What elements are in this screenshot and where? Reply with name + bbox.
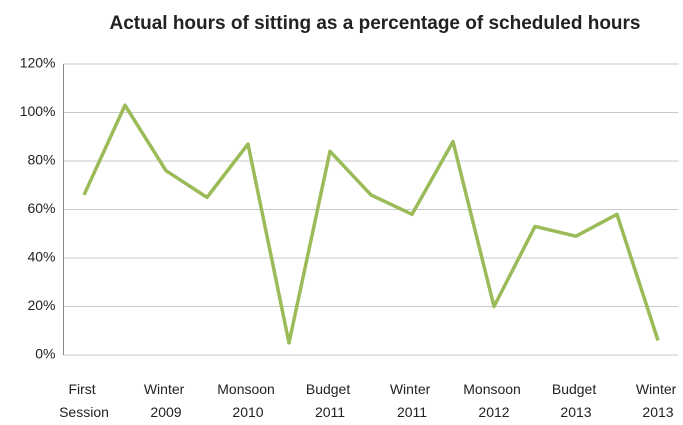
chart-title: Actual hours of sitting as a percentage … — [109, 13, 640, 34]
y-tick-label: 0% — [35, 346, 55, 362]
y-tick-label: 100% — [20, 103, 56, 119]
x-tick-label: Monsoon 2012 — [463, 381, 524, 420]
y-tick-label: 120% — [20, 55, 56, 71]
x-tick-label: Winter 2011 — [390, 381, 434, 420]
y-tick-label: 20% — [27, 297, 55, 313]
y-tick-label: 60% — [27, 200, 55, 216]
x-tick-label: Monsoon 2010 — [217, 381, 278, 420]
x-tick-label: First Session — [59, 381, 109, 420]
y-tick-label: 40% — [27, 249, 55, 265]
data-line — [82, 103, 660, 345]
x-tick-label: Winter 2013 — [636, 381, 680, 420]
x-tick-label: Budget 2011 — [306, 381, 354, 420]
y-tick-label: 80% — [27, 152, 55, 168]
x-tick-label: Budget 2013 — [552, 381, 600, 420]
x-tick-label: Winter 2009 — [144, 381, 188, 420]
